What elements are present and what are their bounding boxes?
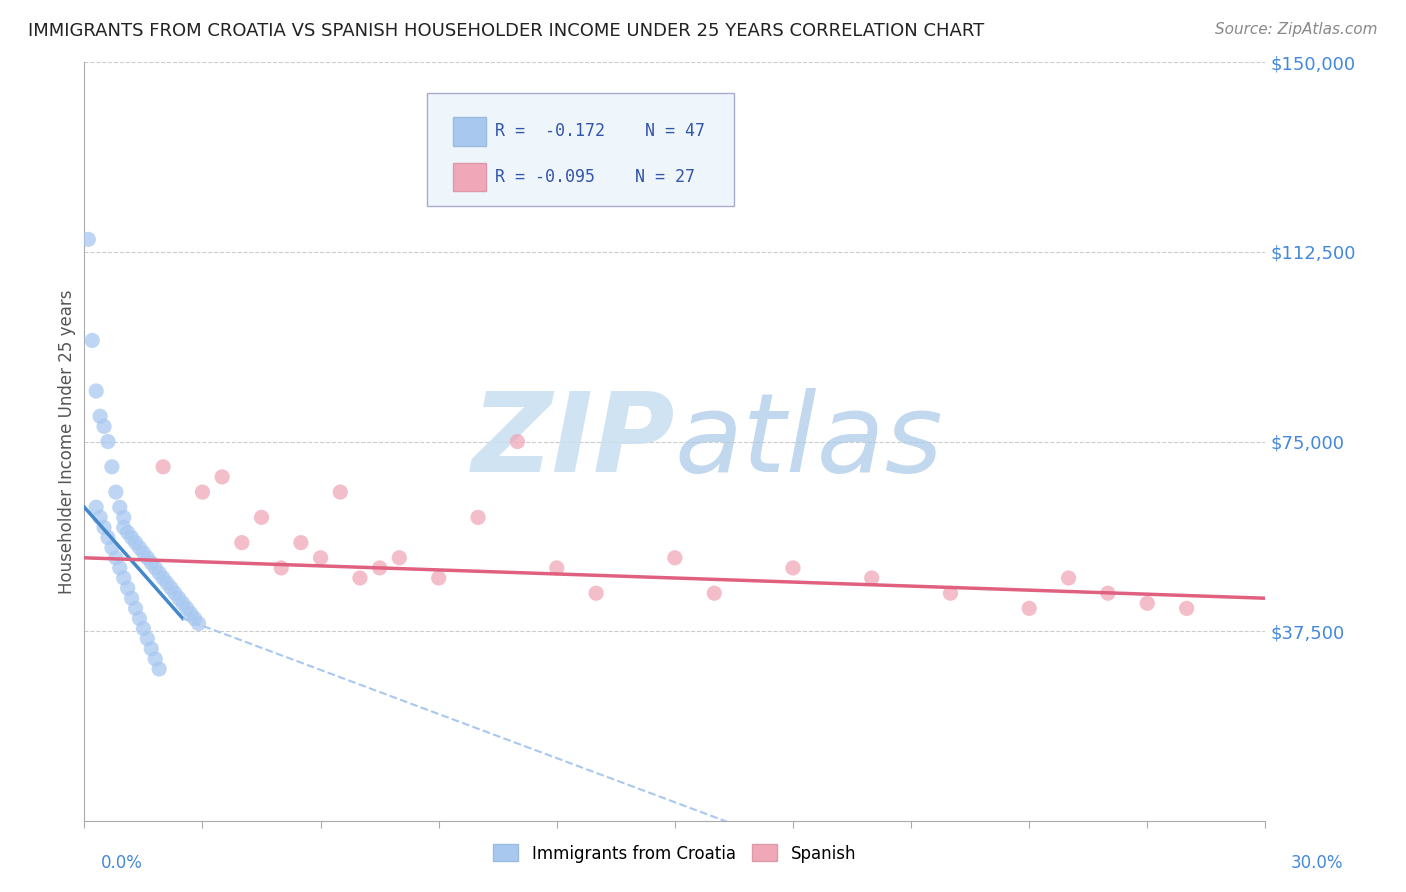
Point bbox=[121, 531, 143, 545]
Point bbox=[172, 596, 194, 610]
Point bbox=[93, 520, 115, 534]
Point bbox=[148, 566, 170, 580]
Point bbox=[101, 541, 124, 555]
Point bbox=[112, 520, 135, 534]
Point bbox=[1175, 601, 1198, 615]
Point bbox=[163, 586, 186, 600]
Point bbox=[211, 470, 233, 484]
Point bbox=[128, 611, 150, 625]
Point bbox=[152, 459, 174, 474]
Point bbox=[97, 434, 120, 449]
Point bbox=[506, 434, 529, 449]
Point bbox=[82, 334, 104, 348]
Point bbox=[388, 550, 411, 565]
Point bbox=[141, 641, 163, 656]
Point bbox=[160, 581, 183, 595]
Point bbox=[368, 561, 391, 575]
Point bbox=[176, 601, 198, 615]
Point bbox=[1057, 571, 1080, 585]
Point bbox=[1097, 586, 1119, 600]
Point bbox=[143, 561, 166, 575]
FancyBboxPatch shape bbox=[427, 93, 734, 207]
Text: Source: ZipAtlas.com: Source: ZipAtlas.com bbox=[1215, 22, 1378, 37]
Point bbox=[104, 550, 127, 565]
Point bbox=[112, 571, 135, 585]
Point bbox=[132, 622, 155, 636]
Point bbox=[112, 510, 135, 524]
Point bbox=[136, 550, 159, 565]
Point bbox=[148, 662, 170, 676]
Point bbox=[939, 586, 962, 600]
Text: IMMIGRANTS FROM CROATIA VS SPANISH HOUSEHOLDER INCOME UNDER 25 YEARS CORRELATION: IMMIGRANTS FROM CROATIA VS SPANISH HOUSE… bbox=[28, 22, 984, 40]
Point bbox=[108, 500, 131, 515]
Point bbox=[290, 535, 312, 549]
Point bbox=[117, 581, 139, 595]
Point bbox=[128, 541, 150, 555]
Point bbox=[124, 601, 146, 615]
Point bbox=[546, 561, 568, 575]
Point bbox=[349, 571, 371, 585]
Point bbox=[89, 510, 111, 524]
Point bbox=[183, 611, 205, 625]
Bar bbox=[453, 117, 486, 145]
Point bbox=[93, 419, 115, 434]
Point bbox=[152, 571, 174, 585]
Point bbox=[108, 561, 131, 575]
Legend: Immigrants from Croatia, Spanish: Immigrants from Croatia, Spanish bbox=[486, 838, 863, 869]
Point bbox=[1018, 601, 1040, 615]
Point bbox=[250, 510, 273, 524]
Point bbox=[782, 561, 804, 575]
Point bbox=[101, 459, 124, 474]
Point bbox=[191, 485, 214, 500]
Point bbox=[136, 632, 159, 646]
Point bbox=[860, 571, 883, 585]
Point bbox=[664, 550, 686, 565]
Point bbox=[703, 586, 725, 600]
Point bbox=[132, 546, 155, 560]
Point bbox=[467, 510, 489, 524]
Point bbox=[329, 485, 352, 500]
Point bbox=[97, 531, 120, 545]
Text: ZIP: ZIP bbox=[471, 388, 675, 495]
Point bbox=[156, 576, 179, 591]
Text: atlas: atlas bbox=[675, 388, 943, 495]
Point bbox=[167, 591, 190, 606]
Point bbox=[180, 607, 202, 621]
Point bbox=[231, 535, 253, 549]
Point bbox=[124, 535, 146, 549]
Text: 0.0%: 0.0% bbox=[101, 855, 143, 872]
Point bbox=[84, 500, 107, 515]
Text: R = -0.095    N = 27: R = -0.095 N = 27 bbox=[495, 168, 696, 186]
Text: 30.0%: 30.0% bbox=[1291, 855, 1343, 872]
Point bbox=[143, 652, 166, 666]
Point bbox=[270, 561, 292, 575]
Point bbox=[187, 616, 209, 631]
Point bbox=[1136, 596, 1159, 610]
Point bbox=[84, 384, 107, 398]
Point bbox=[427, 571, 450, 585]
Point bbox=[77, 232, 100, 246]
Y-axis label: Householder Income Under 25 years: Householder Income Under 25 years bbox=[58, 289, 76, 594]
Bar bbox=[453, 162, 486, 191]
Point bbox=[309, 550, 332, 565]
Point bbox=[117, 525, 139, 540]
Point bbox=[121, 591, 143, 606]
Point bbox=[104, 485, 127, 500]
Text: R =  -0.172    N = 47: R = -0.172 N = 47 bbox=[495, 122, 706, 140]
Point bbox=[141, 556, 163, 570]
Point bbox=[89, 409, 111, 424]
Point bbox=[585, 586, 607, 600]
